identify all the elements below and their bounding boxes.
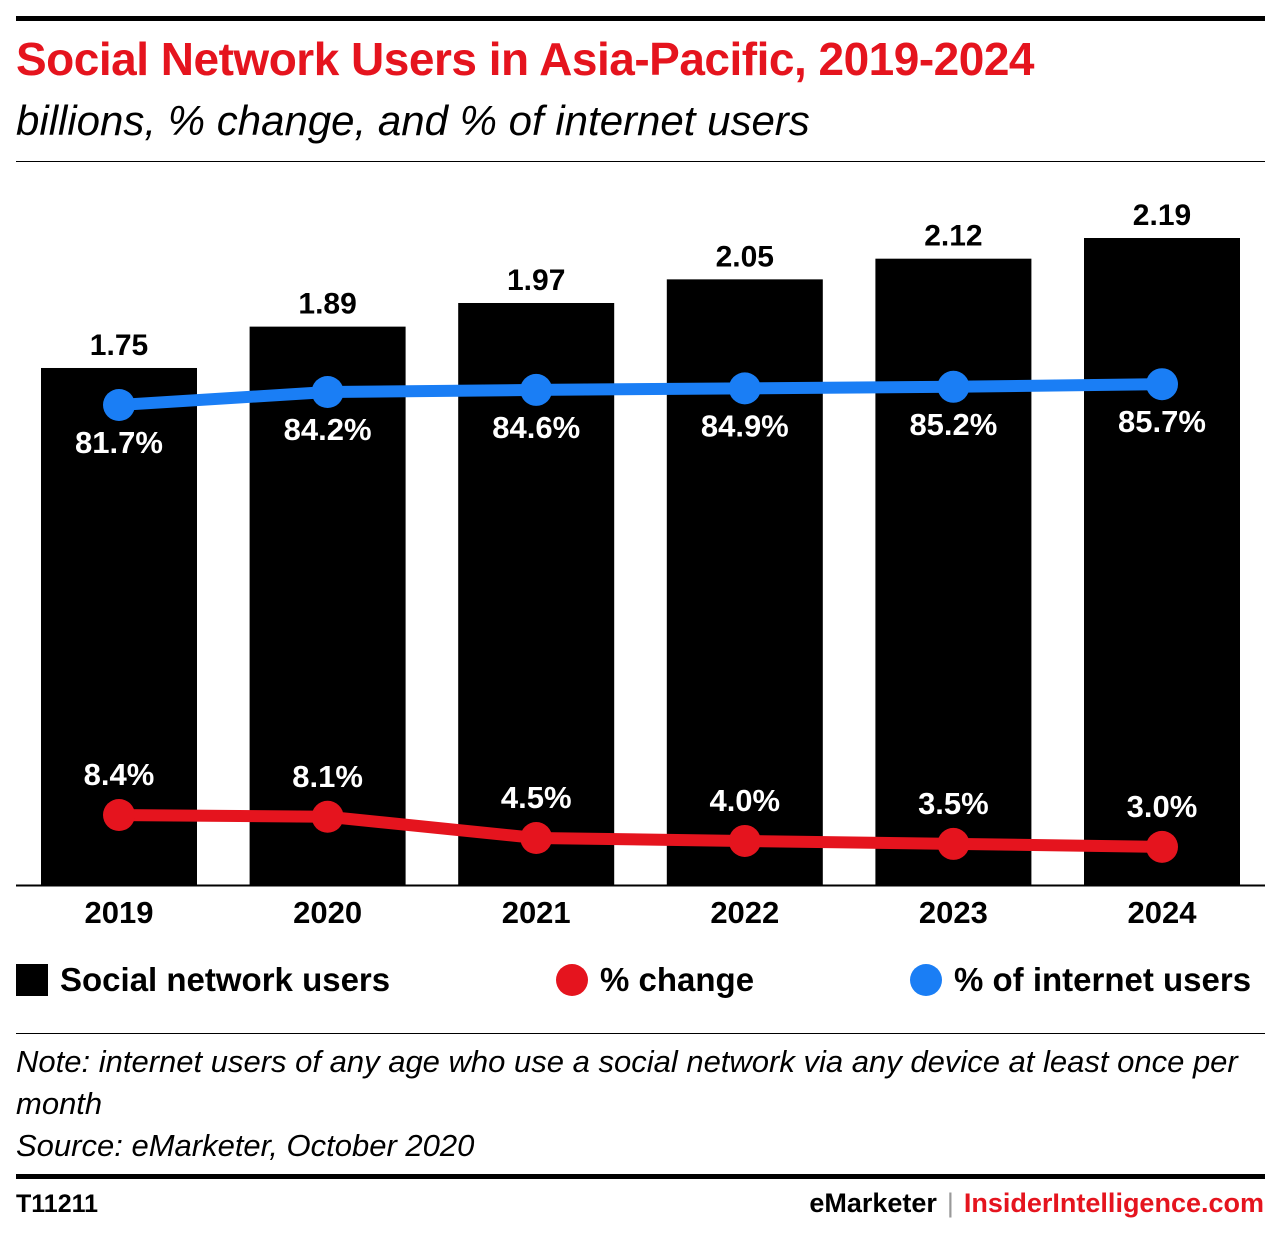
brand-emarketer: eMarketer [809,1188,937,1218]
legend-label-pct-change: % change [600,961,755,998]
bar-value-label-2020: 1.89 [298,288,356,321]
legend-label-pct-internet-users: % of internet users [954,961,1252,998]
x-tick-label-2021: 2021 [502,895,571,930]
legend-item-social-network-users: Social network users [16,958,390,1002]
bar-value-label-2023: 2.12 [924,220,982,253]
pct-change-label-2021: 4.5% [501,780,572,815]
pct-internet-point-2020 [311,376,344,408]
legend-swatch-bar [16,964,48,996]
legend-item-pct-internet-users: % of internet users [910,958,1251,1002]
chart-subtitle: billions, % change, and % of internet us… [16,97,810,144]
chart-title: Social Network Users in Asia-Pacific, 20… [16,33,1035,85]
pct-internet-label-2019: 81.7% [75,425,163,460]
x-tick-label-2019: 2019 [85,895,154,930]
top-rule [16,16,1265,21]
pct-internet-label-2024: 85.7% [1118,404,1206,439]
chart-id: T11211 [16,1190,99,1218]
bar-2024 [1084,238,1240,885]
bar-value-label-2022: 2.05 [716,240,774,273]
legend-label-social-network-users: Social network users [60,961,391,998]
pct-internet-point-2024 [1146,368,1178,401]
brand-insider-intelligence: InsiderIntelligence.com [963,1188,1264,1218]
pct-internet-users-line [118,378,1163,411]
pct-change-point-2019 [103,799,135,831]
header-divider [16,161,1265,162]
pct-internet-point-2023 [937,370,970,403]
legend-swatch-pct-internet-users [910,964,942,996]
bar-value-label-2021: 1.97 [507,264,565,297]
pct-change-label-2022: 4.0% [709,783,780,818]
chart-area: 1.75 2019 1.89 2020 1.97 2021 2.05 2022 2.12 2023… [16,199,1265,930]
pct-internet-point-2022 [728,372,761,405]
footer-brand: eMarketer | InsiderIntelligence.com [809,1188,1264,1219]
pct-internet-point-2021 [520,373,553,406]
x-tick-label-2024: 2024 [1128,895,1198,930]
note-divider [16,1033,1265,1034]
x-tick-label-2022: 2022 [710,895,779,930]
note-text: Note: internet users of any age who use … [16,1044,1238,1121]
bar-value-label-2019: 1.75 [90,329,148,362]
bar-value-label-2024: 2.19 [1133,199,1191,232]
pct-change-point-2023 [937,827,970,860]
brand-separator: | [946,1188,954,1218]
pct-change-point-2021 [520,822,553,855]
legend-swatch-pct-change [556,964,588,996]
pct-internet-label-2020: 84.2% [284,412,372,447]
bar-2020 [249,326,406,885]
pct-change-point-2022 [728,824,761,857]
pct-change-point-2024 [1146,830,1178,863]
pct-change-point-2020 [311,800,344,833]
pct-change-label-2020: 8.1% [292,759,363,794]
pct-change-label-2023: 3.5% [918,786,989,821]
bar-2023 [875,258,1032,885]
source-text: Source: eMarketer, October 2020 [16,1128,475,1163]
pct-change-label-2024: 3.0% [1127,789,1198,824]
pct-internet-label-2023: 85.2% [909,407,997,442]
pct-internet-label-2022: 84.9% [701,408,789,443]
x-tick-label-2023: 2023 [919,895,988,930]
x-tick-label-2020: 2020 [293,895,362,930]
chart-note: Note: internet users of any age who use … [16,1041,1256,1167]
pct-change-label-2019: 8.4% [84,757,155,792]
bar-2019 [41,367,197,886]
footer-rule [16,1174,1265,1179]
pct-internet-point-2019 [103,389,135,421]
pct-change-line [118,809,1163,853]
legend-item-pct-change: % change [556,958,754,1002]
pct-internet-label-2021: 84.6% [492,410,580,445]
